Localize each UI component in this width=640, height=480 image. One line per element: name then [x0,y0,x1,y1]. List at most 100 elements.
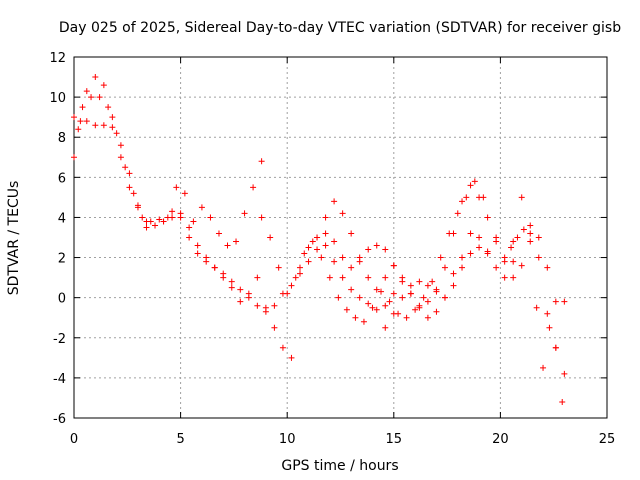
data-point [339,274,346,281]
series-sat-g [382,230,568,331]
data-point [177,210,184,217]
y-tick-label: -2 [53,332,66,347]
data-point [356,254,363,261]
data-point [96,94,103,101]
data-point [331,238,338,245]
data-point [348,286,355,293]
data-point [139,214,146,221]
data-point [143,218,150,225]
data-point [194,250,201,257]
y-tick-label: 10 [49,91,66,106]
data-point [126,184,133,191]
data-point [169,208,176,215]
x-axis-label: GPS time / hours [281,458,398,474]
data-point [433,288,440,295]
x-tick-label: 5 [176,432,184,447]
data-point [352,314,359,321]
data-point [117,142,124,149]
data-point [326,274,333,281]
data-point [424,298,431,305]
data-point [365,274,372,281]
data-point [471,178,478,185]
data-point [561,298,568,305]
data-point [254,302,261,309]
data-point [152,222,159,229]
y-tick-label: -6 [53,412,66,427]
data-point [399,294,406,301]
data-point [100,122,107,129]
data-point [450,230,457,237]
data-point [339,210,346,217]
data-point [79,104,86,111]
data-point [92,74,99,81]
data-point [535,234,542,241]
data-point [186,224,193,231]
y-tick-label: 12 [49,51,66,66]
data-point [360,318,367,325]
data-point [450,270,457,277]
data-point [220,274,227,281]
data-point [378,288,385,295]
data-point [301,250,308,257]
data-point [399,274,406,281]
data-point [561,370,568,377]
data-point [540,364,547,371]
data-point [546,324,553,331]
data-point [92,122,99,129]
series-sat-a [71,74,397,315]
data-point [160,218,167,225]
data-point [71,114,77,121]
data-point [412,306,419,313]
data-point [83,118,90,125]
data-point [305,258,312,265]
data-point [508,244,515,251]
data-point [459,254,466,261]
axis-ticks: 0 5 10 15 20 25 -6 -4 -2 0 2 4 6 8 10 12 [49,51,615,447]
data-point [267,234,274,241]
data-point [382,302,389,309]
data-point [258,158,265,165]
data-point [305,244,312,251]
series-sat-f [314,182,568,377]
data-point [373,242,380,249]
data-point [463,194,470,201]
data-point [459,264,466,271]
y-tick-label: 2 [58,252,66,267]
y-tick-label: -4 [53,372,66,387]
data-point [441,294,448,301]
data-point [109,114,116,121]
data-point [520,226,527,233]
data-point [322,230,329,237]
data-point [203,254,210,261]
data-point [407,282,414,289]
data-point [331,198,338,205]
data-point [437,254,444,261]
data-point [292,274,299,281]
data-point [424,314,431,321]
y-axis-label: SDTVAR / TECUs [6,181,22,296]
data-point [105,104,112,111]
data-point [288,282,295,289]
data-point [228,278,235,285]
y-tick-label: 4 [58,211,66,226]
series-sat-c [75,118,295,361]
data-point [186,234,193,241]
series-sat-d [258,178,487,325]
data-point [518,262,525,269]
data-point [390,310,397,317]
data-point [424,282,431,289]
data-point [403,314,410,321]
series-layer [71,74,568,405]
data-point [454,210,461,217]
data-point [271,302,278,309]
x-tick-label: 0 [70,432,78,447]
data-point [382,324,389,331]
data-point [510,238,517,245]
data-point [211,264,218,271]
data-point [100,82,107,89]
x-tick-label: 20 [492,432,509,447]
data-point [262,304,269,311]
data-point [484,248,491,255]
data-point [544,310,551,317]
